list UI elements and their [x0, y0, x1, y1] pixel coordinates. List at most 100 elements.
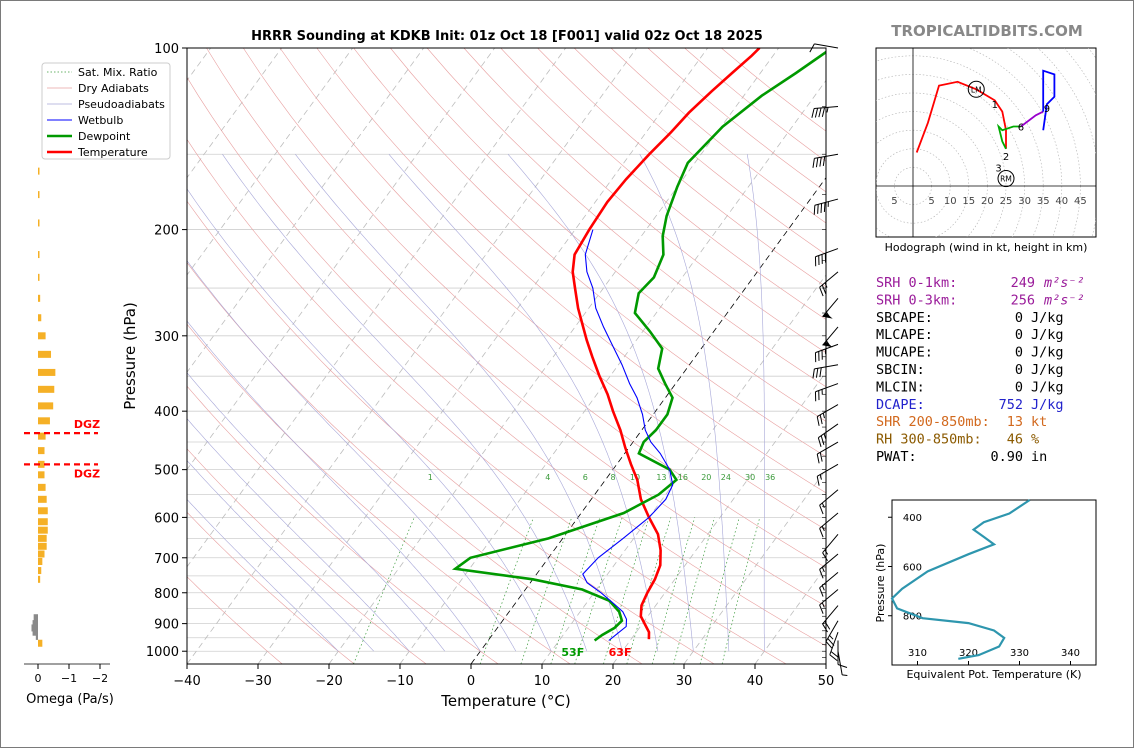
omega-bar [38, 219, 40, 227]
isotherm [187, 48, 354, 276]
legend-label: Pseudoadiabats [78, 98, 165, 111]
barb-full [819, 505, 824, 515]
barb-full [813, 205, 816, 215]
index-label: SRH 0-1km: [876, 275, 957, 291]
omega-bar [33, 614, 38, 622]
index-value: 13 [1007, 414, 1023, 430]
barb-half [821, 389, 823, 395]
omega-tick-label: −1 [61, 672, 77, 685]
wind-barb [819, 512, 839, 538]
isotherm [470, 177, 826, 664]
barb-full [819, 452, 823, 462]
x-tick-label: −40 [173, 674, 200, 689]
theta-e-y-tick-label: 600 [903, 562, 922, 573]
barb-half [821, 566, 825, 573]
index-value: 0 [1015, 310, 1023, 326]
barb-staff [814, 153, 839, 159]
y-tick-label: 600 [154, 511, 179, 526]
barb-half [829, 635, 834, 640]
barb-staff [814, 43, 839, 49]
isotherm [187, 48, 283, 179]
omega-bar [38, 385, 55, 393]
omega-bar [38, 332, 46, 340]
omega-bar [38, 495, 47, 503]
mixing-ratio-label: 6 [583, 473, 588, 482]
storm-motion-marker [967, 80, 985, 98]
dry-adiabat [316, 48, 826, 494]
barb-staff [825, 620, 839, 642]
barb-half [824, 549, 829, 555]
hodograph-frame [875, 47, 1097, 238]
wind-barbs [809, 43, 848, 676]
theta-e-x-tick-label: 340 [1061, 648, 1080, 659]
wind-barb [829, 632, 839, 662]
omega-bar [38, 191, 40, 199]
storm-motion-label: RM [1000, 175, 1012, 184]
x-tick-label: −20 [315, 674, 342, 689]
index-label: MUCAPE: [876, 345, 933, 361]
wind-barb [837, 640, 848, 668]
pseudoadiabat [746, 154, 765, 652]
x-tick-label: 20 [605, 674, 622, 689]
wind-barb [822, 605, 839, 633]
y-tick-label: 1000 [146, 645, 179, 660]
wind-barb [822, 297, 839, 319]
hodograph-segment [915, 80, 1007, 153]
omega-bar [38, 447, 45, 455]
omega-bar [35, 632, 38, 640]
mixing-ratio-line [673, 517, 715, 664]
isotherm [612, 371, 826, 664]
isotherm [187, 48, 638, 664]
pseudoadiabat [639, 154, 730, 652]
barb-pennant [822, 312, 833, 319]
barb-full [819, 414, 823, 425]
mixing-ratio-label: 13 [656, 473, 666, 482]
wind-barb [814, 343, 839, 363]
theta-e-x-tick-label: 330 [1010, 648, 1029, 659]
barb-full [829, 654, 838, 662]
barb-full [821, 284, 827, 295]
mixing-ratio-label: 30 [745, 473, 755, 482]
pseudoadiabat [507, 154, 694, 652]
pseudoadiabat [222, 154, 588, 652]
skewt-traces: 53F 63F [451, 48, 826, 659]
dry-adiabat [463, 48, 826, 354]
barb-full [822, 156, 826, 167]
trace-temperature [571, 48, 761, 640]
omega-bar [38, 550, 45, 558]
index-value: 0 [1015, 327, 1023, 343]
skewt-xlabel: Temperature (°C) [440, 692, 570, 710]
barb-full [821, 350, 823, 360]
barb-full [821, 254, 823, 264]
barb-half [823, 433, 827, 439]
barb-full [819, 157, 822, 167]
legend-label: Dry Adiabats [78, 82, 149, 95]
theta-e-y-tick-label: 800 [903, 612, 922, 623]
theta-e-x-tick-label: 310 [908, 648, 927, 659]
index-value: 256 [1011, 292, 1035, 308]
dry-adiabat [187, 511, 355, 664]
mixing-ratio-line [699, 517, 740, 664]
mixing-ratio-line [721, 517, 761, 664]
isotherm [754, 566, 826, 664]
dry-adiabat [187, 448, 427, 664]
omega-bar [38, 417, 50, 425]
index-unit: m²s⁻² [1043, 275, 1085, 291]
barb-full [818, 107, 822, 118]
y-tick-label: 100 [154, 42, 179, 57]
barb-full [837, 664, 848, 668]
index-unit: J/kg [1031, 362, 1064, 378]
skewt-plot-frame [186, 47, 827, 665]
wind-barb [813, 198, 839, 215]
wind-barb [822, 326, 839, 348]
barb-staff [822, 326, 839, 346]
index-label: SRH 0-3km: [876, 292, 957, 308]
isotherm [187, 48, 496, 471]
surface-dewpoint-label: 53F [561, 646, 584, 659]
theta-e-x-tick-label: 320 [959, 648, 978, 659]
barb-staff [816, 463, 839, 477]
wind-barb [822, 533, 839, 562]
pseudoadiabat [187, 418, 410, 652]
barb-full [812, 368, 815, 379]
